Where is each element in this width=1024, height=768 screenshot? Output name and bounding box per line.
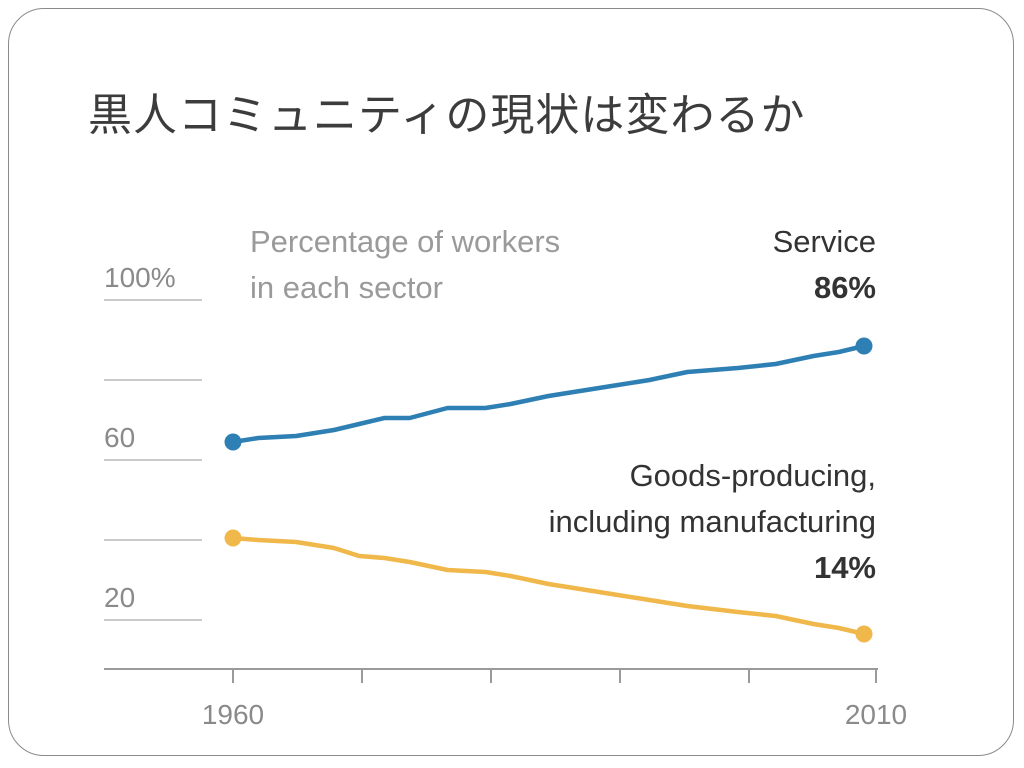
chart-title-line-2: in each sector — [250, 270, 443, 305]
series-end-point — [855, 625, 873, 643]
y-tick-label: 100% — [104, 262, 176, 293]
goods-series-line — [230, 535, 867, 637]
x-tick-label: 2010 — [845, 699, 907, 730]
slide-title: 黒人コミュニティの現状は変わるか — [88, 90, 806, 141]
chart-title-line-1: Percentage of workers — [250, 224, 560, 259]
y-tick-label: 60 — [104, 422, 135, 453]
x-axis: 1960 2010 — [104, 668, 907, 730]
goods-end-value: 14% — [814, 550, 876, 585]
goods-series-label-line-2: including manufacturing — [549, 504, 876, 539]
x-tick-label: 1960 — [202, 699, 264, 730]
series-layer — [224, 337, 873, 643]
series-start-point — [224, 433, 242, 451]
service-series-line — [230, 343, 867, 445]
grid-layer: 100% 60 20 — [104, 262, 202, 621]
y-tick-label: 20 — [104, 582, 135, 613]
series-start-point — [224, 529, 242, 547]
goods-series-label-line-1: Goods-producing, — [630, 458, 876, 493]
series-end-point — [855, 337, 873, 355]
service-series-label: Service — [773, 224, 876, 259]
service-end-value: 86% — [814, 270, 876, 305]
